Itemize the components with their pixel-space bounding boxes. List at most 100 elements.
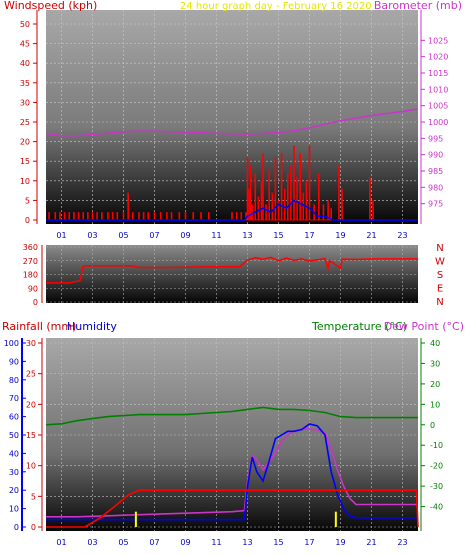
humidity-tick-label: 90 xyxy=(9,357,19,366)
temperature-tick-label: 40 xyxy=(430,339,440,348)
barometer-tick-label: 1025 xyxy=(428,36,448,45)
temp-panel-background xyxy=(46,338,418,531)
barometer-tick-label: 1015 xyxy=(428,69,448,78)
rainfall-tick-label: 15 xyxy=(26,431,36,440)
windspeed-tick-label: 5 xyxy=(25,196,30,205)
humidity-axis-label: Humidity xyxy=(67,320,117,333)
windspeed-tick-label: 10 xyxy=(20,177,30,186)
hour-tick-label: 13 xyxy=(242,231,252,240)
direction-line xyxy=(46,256,418,284)
barometer-axis-label: Barometer (mb) xyxy=(374,0,462,12)
wind_avg-line xyxy=(46,199,418,221)
temperature-tick-label: 0 xyxy=(430,421,435,430)
compass-label: W xyxy=(435,257,445,268)
dewpoint-axis-label: Dew Point (°C) xyxy=(384,320,464,333)
barometer-tick-label: 975 xyxy=(428,200,443,209)
windspeed-tick-label: 45 xyxy=(20,40,30,49)
direction-tick-label: 270 xyxy=(23,257,38,266)
windspeed-tick-label: 30 xyxy=(20,98,30,107)
hour-tick-label: 21 xyxy=(366,231,376,240)
temperature-tick-label: 10 xyxy=(430,400,440,409)
hour-tick-label: 05 xyxy=(118,231,128,240)
hour-tick-label: 01 xyxy=(56,231,66,240)
windspeed-tick-label: 15 xyxy=(20,157,30,166)
hour-tick-label: 23 xyxy=(397,231,407,240)
rainfall-tick-label: 25 xyxy=(26,370,36,379)
humidity-tick-label: 10 xyxy=(9,505,19,514)
rainfall-tick-label: 20 xyxy=(26,400,36,409)
hour-tick-label: 23 xyxy=(397,538,407,547)
windspeed-tick-label: 35 xyxy=(20,79,30,88)
hour-tick-label: 17 xyxy=(304,538,314,547)
temperature-tick-label: 20 xyxy=(430,380,440,389)
windspeed-tick-label: 40 xyxy=(20,59,30,68)
chart-title: 24 hour graph day - February 16 2020 xyxy=(180,1,372,12)
compass-label: N xyxy=(436,243,443,254)
barometer-tick-label: 1010 xyxy=(428,85,448,94)
hour-tick-label: 19 xyxy=(335,538,345,547)
direction-panel-background xyxy=(46,245,418,303)
hour-tick-label: 05 xyxy=(118,538,128,547)
barometer-tick-label: 985 xyxy=(428,167,443,176)
direction-tick-label: 90 xyxy=(28,284,38,293)
rainfall-tick-label: 10 xyxy=(26,462,36,471)
windspeed-tick-label: 50 xyxy=(20,20,30,29)
barometer-tick-label: 1000 xyxy=(428,118,448,127)
hour-tick-label: 03 xyxy=(87,231,97,240)
barometer-tick-label: 980 xyxy=(428,183,443,192)
barometer-tick-label: 995 xyxy=(428,134,443,143)
hour-tick-label: 07 xyxy=(149,231,159,240)
barometer-tick-label: 1005 xyxy=(428,102,448,111)
hour-tick-label: 07 xyxy=(149,538,159,547)
humidity-tick-label: 80 xyxy=(9,376,19,385)
hour-tick-label: 15 xyxy=(273,538,283,547)
direction-tick-label: 180 xyxy=(23,271,38,280)
humidity-tick-label: 50 xyxy=(9,431,19,440)
wind-panel-background xyxy=(46,10,418,224)
humidity-tick-label: 20 xyxy=(9,486,19,495)
compass-label: S xyxy=(437,270,443,281)
temperature-tick-label: -30 xyxy=(430,482,443,491)
hour-tick-label: 01 xyxy=(56,538,66,547)
compass-label: E xyxy=(437,284,443,295)
temperature-tick-label: -10 xyxy=(430,441,443,450)
rain-line xyxy=(46,489,419,528)
humidity-tick-label: 60 xyxy=(9,413,19,422)
hour-tick-label: 11 xyxy=(211,538,221,547)
humidity-tick-label: 70 xyxy=(9,394,19,403)
hour-tick-label: 21 xyxy=(366,538,376,547)
rainfall-tick-label: 0 xyxy=(31,523,36,532)
temperature-tick-label: 30 xyxy=(430,359,440,368)
compass-label: N xyxy=(436,297,443,308)
dewpoint-line xyxy=(46,428,418,518)
windspeed-tick-label: 25 xyxy=(20,118,30,127)
humidity-line xyxy=(46,423,418,521)
windspeed-axis-label: Windspeed (kph) xyxy=(4,0,97,12)
hour-tick-label: 15 xyxy=(273,231,283,240)
temperature-tick-label: -40 xyxy=(430,503,443,512)
hour-tick-label: 17 xyxy=(304,231,314,240)
direction-tick-label: 0 xyxy=(33,298,38,307)
barometer-tick-label: 1020 xyxy=(428,53,448,62)
direction-tick-label: 360 xyxy=(23,243,38,252)
temperature-tick-label: -20 xyxy=(430,462,443,471)
temperature-axis-label: Temperature (°C) xyxy=(311,320,407,333)
windspeed-tick-label: 0 xyxy=(25,216,30,225)
hour-tick-label: 09 xyxy=(180,538,190,547)
windspeed-tick-label: 20 xyxy=(20,138,30,147)
hour-tick-label: 13 xyxy=(242,538,252,547)
hour-tick-label: 11 xyxy=(211,231,221,240)
rainfall-tick-label: 5 xyxy=(31,492,36,501)
hour-tick-label: 19 xyxy=(335,231,345,240)
humidity-tick-label: 40 xyxy=(9,449,19,458)
temperature-line xyxy=(45,406,418,426)
humidity-tick-label: 30 xyxy=(9,468,19,477)
humidity-tick-label: 100 xyxy=(4,339,19,348)
hour-tick-label: 03 xyxy=(87,538,97,547)
humidity-tick-label: 0 xyxy=(14,523,19,532)
rainfall-tick-label: 30 xyxy=(26,339,36,348)
barometer-line xyxy=(45,108,419,137)
barometer-tick-label: 990 xyxy=(428,151,443,160)
